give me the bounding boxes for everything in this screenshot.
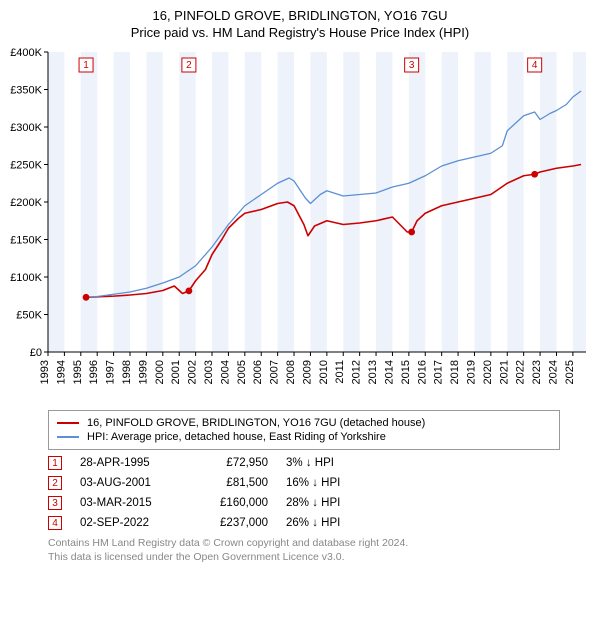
svg-text:2016: 2016 [416,360,428,384]
svg-text:2007: 2007 [269,360,281,384]
svg-text:2022: 2022 [515,360,527,384]
legend-item: HPI: Average price, detached house, East… [57,431,551,443]
svg-text:1993: 1993 [39,360,51,384]
svg-text:1998: 1998 [121,360,133,384]
sale-price: £160,000 [198,497,268,509]
legend-label: HPI: Average price, detached house, East… [87,431,386,443]
sale-pct: 16% ↓ HPI [286,477,406,489]
svg-text:4: 4 [532,60,538,71]
svg-text:2015: 2015 [400,360,412,384]
sale-date: 02-SEP-2022 [80,517,180,529]
title-address: 16, PINFOLD GROVE, BRIDLINGTON, YO16 7GU [10,8,590,23]
svg-text:2008: 2008 [285,360,297,384]
svg-text:2023: 2023 [531,360,543,384]
svg-text:£0: £0 [30,347,42,359]
legend-item: 16, PINFOLD GROVE, BRIDLINGTON, YO16 7GU… [57,417,551,429]
svg-text:2011: 2011 [334,360,346,384]
svg-text:1994: 1994 [55,360,67,384]
sale-marker-icon: 1 [48,456,62,470]
table-row: 4 02-SEP-2022 £237,000 26% ↓ HPI [48,516,560,530]
sale-price: £81,500 [198,477,268,489]
svg-text:2004: 2004 [219,360,231,384]
svg-text:2: 2 [186,60,192,71]
table-row: 2 03-AUG-2001 £81,500 16% ↓ HPI [48,476,560,490]
sale-price: £237,000 [198,517,268,529]
svg-text:2025: 2025 [564,360,576,384]
svg-text:2003: 2003 [203,360,215,384]
footer: Contains HM Land Registry data © Crown c… [48,536,560,564]
svg-text:2005: 2005 [236,360,248,384]
svg-text:£100K: £100K [10,272,42,284]
footer-line: Contains HM Land Registry data © Crown c… [48,536,560,550]
svg-text:£50K: £50K [16,310,42,322]
svg-text:2012: 2012 [351,360,363,384]
svg-text:1: 1 [83,60,89,71]
sale-marker-icon: 3 [48,496,62,510]
svg-text:3: 3 [409,60,415,71]
svg-text:1996: 1996 [88,360,100,384]
svg-text:£400K: £400K [10,47,42,59]
table-row: 1 28-APR-1995 £72,950 3% ↓ HPI [48,456,560,470]
svg-text:2013: 2013 [367,360,379,384]
sale-date: 28-APR-1995 [80,457,180,469]
svg-text:1999: 1999 [137,360,149,384]
legend-label: 16, PINFOLD GROVE, BRIDLINGTON, YO16 7GU… [87,417,425,429]
titles: 16, PINFOLD GROVE, BRIDLINGTON, YO16 7GU… [0,0,600,42]
sale-pct: 26% ↓ HPI [286,517,406,529]
sale-marker-icon: 4 [48,516,62,530]
svg-text:2001: 2001 [170,360,182,384]
svg-text:2010: 2010 [318,360,330,384]
svg-text:£200K: £200K [10,197,42,209]
sale-marker-icon: 2 [48,476,62,490]
svg-text:2017: 2017 [433,360,445,384]
legend-swatch [57,436,79,438]
footer-line: This data is licensed under the Open Gov… [48,550,560,564]
chart-container: 16, PINFOLD GROVE, BRIDLINGTON, YO16 7GU… [0,0,600,564]
svg-text:2002: 2002 [187,360,199,384]
chart: £0 £50K £100K £150K £200K £250K £300K £350K £400… [0,42,600,402]
svg-text:£300K: £300K [10,122,42,134]
svg-text:2009: 2009 [301,360,313,384]
table-row: 3 03-MAR-2015 £160,000 28% ↓ HPI [48,496,560,510]
svg-text:1997: 1997 [105,360,117,384]
svg-text:£350K: £350K [10,85,42,97]
title-subtitle: Price paid vs. HM Land Registry's House … [10,25,590,40]
svg-text:£150K: £150K [10,235,42,247]
svg-text:2006: 2006 [252,360,264,384]
sale-pct: 3% ↓ HPI [286,457,406,469]
svg-text:2019: 2019 [465,360,477,384]
svg-text:2021: 2021 [498,360,510,384]
svg-text:2014: 2014 [383,360,395,384]
legend-swatch [57,422,79,424]
sale-date: 03-AUG-2001 [80,477,180,489]
legend: 16, PINFOLD GROVE, BRIDLINGTON, YO16 7GU… [48,410,560,450]
svg-text:2020: 2020 [482,360,494,384]
sale-price: £72,950 [198,457,268,469]
svg-text:2024: 2024 [547,360,559,384]
svg-text:£250K: £250K [10,160,42,172]
sale-date: 03-MAR-2015 [80,497,180,509]
sale-pct: 28% ↓ HPI [286,497,406,509]
svg-text:1995: 1995 [72,360,84,384]
svg-text:2000: 2000 [154,360,166,384]
svg-text:2018: 2018 [449,360,461,384]
sales-table: 1 28-APR-1995 £72,950 3% ↓ HPI 2 03-AUG-… [48,456,560,530]
